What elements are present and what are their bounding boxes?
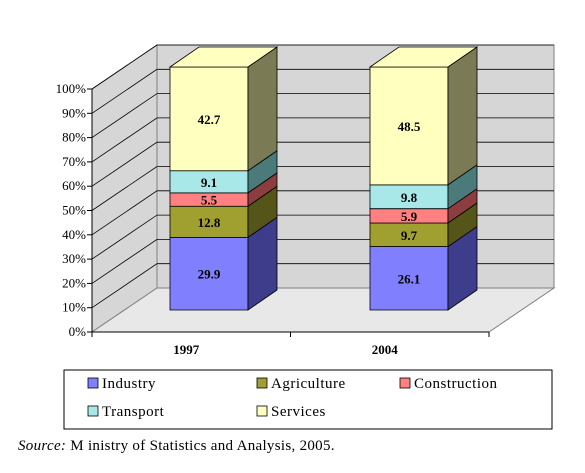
y-tick-label: 90%: [62, 105, 86, 120]
data-label: 42.7: [198, 112, 221, 127]
bar-top-services: [368, 46, 479, 68]
bar-top-services: [168, 46, 279, 68]
legend-label: Agriculture: [271, 376, 346, 392]
bar-side-services: [447, 46, 478, 186]
y-tick-label: 30%: [62, 251, 86, 266]
x-category-label: 1997: [173, 342, 200, 357]
legend-swatch-agriculture: [256, 377, 268, 389]
data-label: 9.1: [201, 175, 217, 190]
data-label: 26.1: [398, 271, 421, 286]
y-tick-label: 100%: [56, 81, 87, 96]
source-note: Source: M inistry of Statistics and Anal…: [18, 438, 335, 455]
legend-box: [63, 369, 553, 430]
source-prefix: Source:: [18, 438, 67, 454]
legend-label: Services: [271, 404, 326, 420]
legend-swatch-construction: [399, 377, 411, 389]
y-tick-label: 70%: [62, 154, 86, 169]
floor: [90, 287, 556, 333]
legend-label: Construction: [414, 376, 498, 392]
y-tick-label: 10%: [62, 300, 86, 315]
y-tick-label: 80%: [62, 130, 86, 145]
y-tick-label: 0%: [69, 324, 87, 339]
data-label: 9.8: [401, 190, 418, 205]
legend-swatch-services: [256, 405, 268, 417]
legend-label: Industry: [102, 376, 156, 392]
data-label: 9.7: [401, 228, 418, 243]
y-tick-label: 60%: [62, 178, 86, 193]
data-label: 29.9: [198, 267, 221, 282]
source-text: M inistry of Statistics and Analysis, 20…: [66, 438, 335, 454]
data-label: 5.5: [201, 193, 218, 208]
legend-label: Transport: [102, 404, 165, 420]
y-tick-label: 50%: [62, 203, 86, 218]
data-label: 48.5: [398, 119, 421, 134]
y-tick-label: 40%: [62, 227, 86, 242]
bar-side-services: [247, 46, 278, 172]
gridline: [91, 44, 554, 90]
legend-swatch-industry: [87, 377, 99, 389]
x-category-label: 2004: [372, 342, 399, 357]
data-label: 5.9: [401, 209, 418, 224]
y-tick-label: 20%: [62, 275, 86, 290]
data-label: 12.8: [198, 215, 221, 230]
legend-swatch-transport: [87, 405, 99, 417]
